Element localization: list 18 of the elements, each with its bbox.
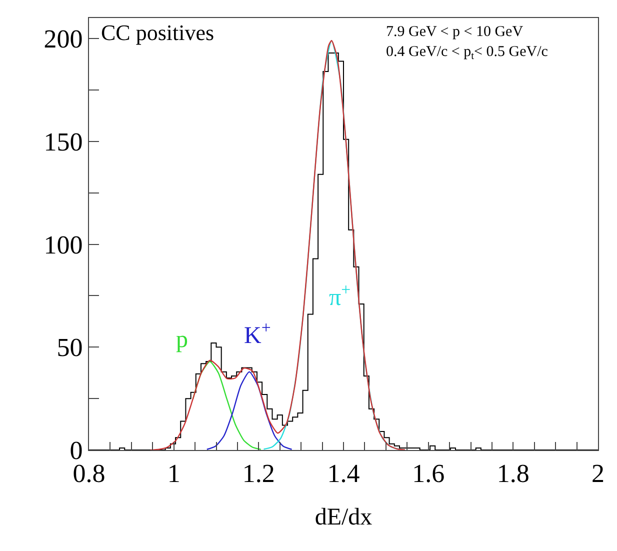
series-label: p: [176, 327, 188, 353]
x-tick-label: 1.6: [412, 459, 445, 488]
series-label: π$^{+}$: [329, 280, 351, 312]
y-tick-label: 100: [44, 230, 83, 260]
series-label: K$^{+}$: [244, 318, 271, 350]
x-tick-label: 1.2: [242, 459, 275, 488]
annotation: 0.4 GeV/c < p$_{t}$< 0.5 GeV/c: [386, 44, 548, 62]
x-tick-label: 1.8: [496, 459, 530, 488]
y-tick-label: 50: [56, 333, 83, 362]
annotation: 7.9 GeV < p < 10 GeV: [386, 24, 524, 40]
line-series: [206, 371, 292, 450]
x-tick-label: 1: [167, 459, 180, 488]
annotation: CC positives: [101, 20, 214, 45]
x-axis-title: dE/dx: [314, 504, 372, 530]
x-tick-label: 1.4: [327, 459, 360, 488]
y-tick-label: 200: [44, 24, 83, 54]
x-tick-label: 2: [592, 459, 604, 488]
y-tick-label: 150: [44, 128, 83, 157]
